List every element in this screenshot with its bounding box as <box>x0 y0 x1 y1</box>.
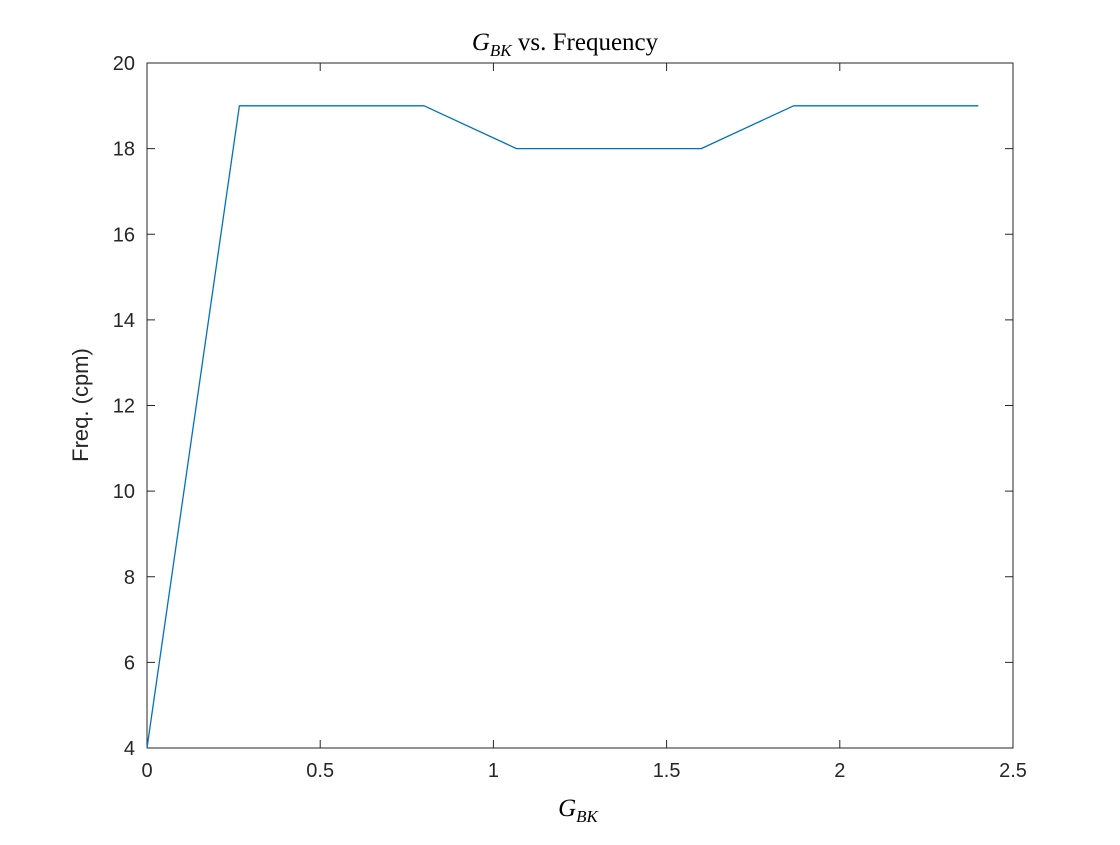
y-axis-label: Freq. (cpm) <box>68 348 93 462</box>
x-tick-label: 1 <box>488 760 499 782</box>
y-tick-label: 6 <box>124 652 135 674</box>
axes-box <box>146 62 1014 749</box>
y-axis-ticks <box>147 62 1013 749</box>
y-tick-label: 20 <box>113 53 135 75</box>
title-subscript: BK <box>490 41 513 60</box>
y-tick-label: 4 <box>124 738 135 760</box>
x-tick-label: 0 <box>141 760 152 782</box>
y-tick-label: 12 <box>113 396 135 418</box>
series-line <box>146 105 979 749</box>
x-axis-label-symbol: G <box>558 795 576 822</box>
y-axis-tick-labels: 4 6 8 10 12 14 16 18 20 <box>113 53 135 760</box>
y-tick-label: 10 <box>113 481 135 503</box>
x-tick-label: 2 <box>834 760 845 782</box>
x-axis-label: GBK <box>558 795 599 826</box>
title-rest: vs. Frequency <box>512 29 659 56</box>
y-tick-label: 8 <box>124 567 135 589</box>
y-tick-label: 16 <box>113 224 135 246</box>
x-axis-ticks <box>146 63 1014 748</box>
x-tick-label: 1.5 <box>653 760 681 782</box>
x-tick-label: 2.5 <box>999 760 1027 782</box>
y-tick-label: 14 <box>113 310 135 332</box>
x-axis-tick-labels: 0 0.5 1 1.5 2 2.5 <box>141 760 1026 782</box>
chart-title: GBK vs. Frequency <box>472 29 659 60</box>
x-axis-label-subscript: BK <box>576 807 599 826</box>
x-tick-label: 0.5 <box>306 760 334 782</box>
title-symbol: G <box>472 29 490 56</box>
y-tick-label: 18 <box>113 139 135 161</box>
